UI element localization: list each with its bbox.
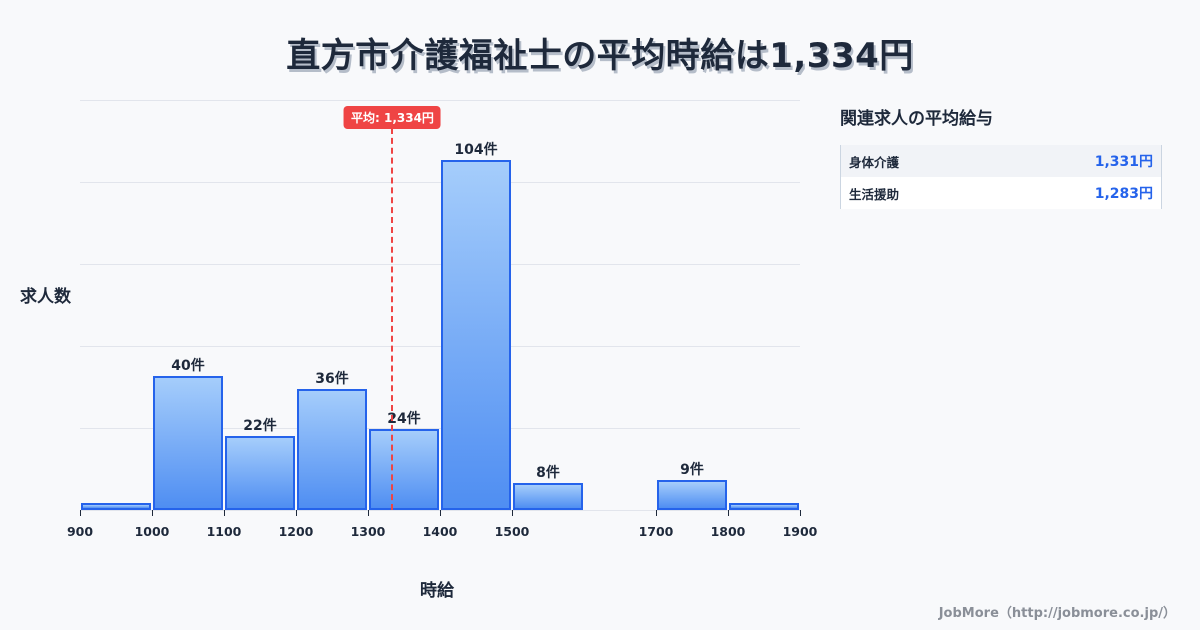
bar-count-label: 24件 [387,411,421,428]
gridline [80,182,800,183]
x-tick [512,510,513,516]
job-type-name: 生活援助 [849,186,900,202]
x-tick-label: 1800 [710,524,746,539]
average-line [391,128,394,510]
y-axis-label: 求人数 [20,287,71,307]
x-tick-label: 1200 [278,524,314,539]
gridline [80,264,800,265]
x-tick [80,510,81,516]
x-tick [152,510,153,516]
histogram-bar [81,503,151,510]
histogram-bar [369,429,439,510]
x-tick [440,510,441,516]
x-tick-label: 1300 [350,524,386,539]
histogram-bar [153,375,223,510]
bar-count-label: 8件 [536,465,560,482]
page-title: 直方市介護福祉士の平均時給は1,334円 [286,36,914,76]
x-tick-label: 1700 [638,524,674,539]
bar-count-label: 36件 [315,371,349,388]
histogram-bar [657,479,727,510]
job-type-salary: 1,283円 [1094,186,1153,202]
bar-count-label: 9件 [680,461,704,478]
x-axis-label: 時給 [420,581,454,601]
x-tick [800,510,801,516]
histogram-bar [441,160,511,510]
x-tick [656,510,657,516]
x-tick-label: 1900 [782,524,818,539]
bar-count-label: 22件 [243,418,277,435]
related-salary-table: 身体介護 1,331円 生活援助 1,283円 [840,145,1162,209]
x-tick-label: 1100 [206,524,242,539]
source-credit: JobMore（http://jobmore.co.jp/） [938,606,1176,621]
bar-count-label: 40件 [171,357,205,374]
x-tick-label: 1000 [134,524,170,539]
histogram-bar [513,483,583,510]
histogram-bar [729,503,799,510]
histogram-plot: 40件 22件 36件 24件 104件 8件 9件 900 1000 1100 1200 1300 1… [67,100,817,539]
average-badge: 平均: 1,334円 [344,106,441,129]
x-tick-label: 900 [66,524,94,539]
gridline [80,346,800,347]
x-tick [224,510,225,516]
x-tick [296,510,297,516]
x-tick-label: 1500 [494,524,530,539]
job-type-salary: 1,331円 [1094,154,1153,170]
histogram-bar [297,389,367,510]
x-tick-label: 1400 [422,524,458,539]
x-tick [368,510,369,516]
histogram-bar [225,436,295,510]
x-tick [728,510,729,516]
related-salary-row: 生活援助 1,283円 [841,177,1161,209]
gridline [80,100,800,101]
job-type-name: 身体介護 [849,154,900,170]
related-salary-title: 関連求人の平均給与 [840,109,993,129]
gridline [80,428,800,429]
related-salary-row: 身体介護 1,331円 [841,145,1161,177]
bar-count-label: 104件 [454,142,498,159]
